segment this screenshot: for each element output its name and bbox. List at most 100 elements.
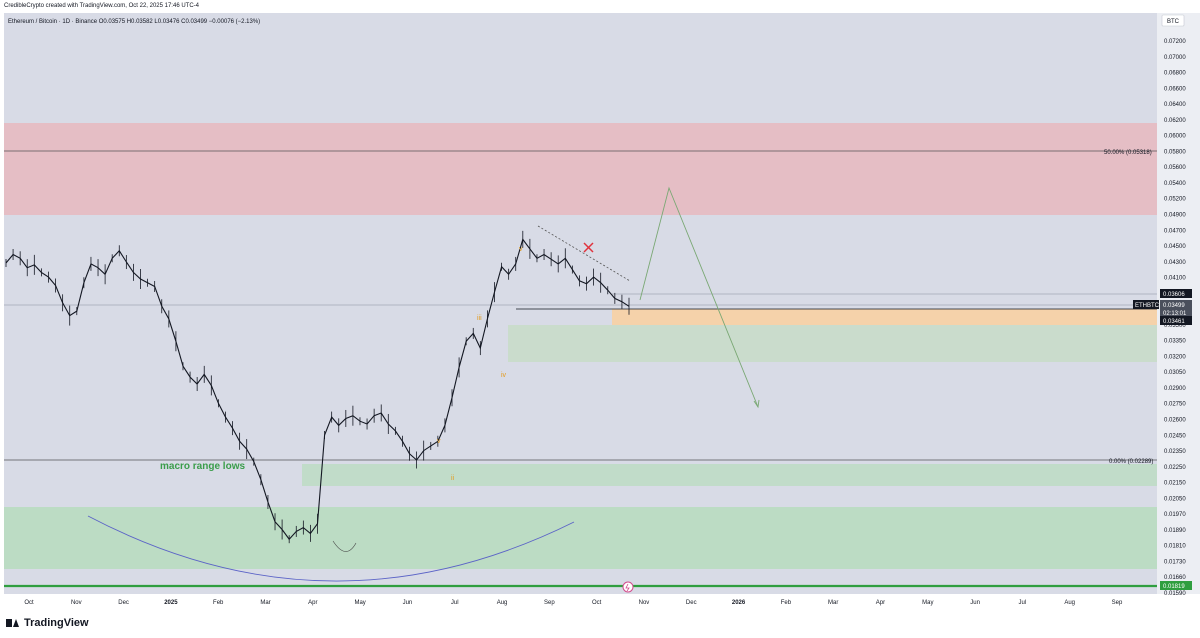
symbol-tag: ETHBTC — [1133, 300, 1160, 309]
time-tick-label: May — [922, 600, 933, 606]
price-tick-label: 0.04100 — [1164, 276, 1186, 282]
price-tick-label: 0.01890 — [1164, 528, 1186, 534]
price-tick-label: 0.06800 — [1164, 71, 1186, 77]
price-tick-label: 0.01810 — [1164, 544, 1186, 550]
wave-label-iv: iv — [501, 372, 507, 379]
time-tick-label: Mar — [828, 600, 838, 606]
chart-legend: Ethereum / Bitcoin · 1D · Binance O0.035… — [8, 19, 260, 25]
time-tick-label: Apr — [308, 600, 317, 606]
price-tick-label: 0.01590 — [1164, 591, 1186, 597]
wave-label-iii: iii — [477, 315, 482, 322]
time-tick-label: Jun — [403, 600, 413, 606]
macro-range-label: macro range lows — [160, 461, 245, 472]
macro-zone — [302, 464, 1157, 486]
fib-0-label: 0.00% (0.02289) — [1109, 459, 1153, 465]
wave-label-v-low: v — [437, 438, 441, 445]
time-tick-label: Nov — [71, 600, 82, 606]
time-tick-label: Apr — [876, 600, 885, 606]
time-tick-label: Aug — [1064, 600, 1075, 606]
time-tick-label: Oct — [24, 600, 34, 606]
price-tick-label: 0.05400 — [1164, 181, 1186, 187]
price-chart[interactable]: v iii iv v ii macro range lows 50.00% (0… — [0, 13, 1200, 611]
time-axis — [4, 594, 1200, 611]
orange-zone — [612, 309, 1157, 325]
time-tick-label: Feb — [781, 600, 792, 606]
price-tick-label: 0.04900 — [1164, 212, 1186, 218]
price-tick-label: 0.01660 — [1164, 575, 1186, 581]
symbol-tag-text: ETHBTC — [1135, 303, 1160, 309]
footer-bar: TradingView — [0, 611, 1200, 638]
time-tick-label: 2025 — [164, 600, 178, 606]
price-tick-label: 0.06200 — [1164, 118, 1186, 124]
demand-zone-upper — [508, 325, 1157, 362]
price-tick-label: 0.02450 — [1164, 433, 1186, 439]
event-marker-icon[interactable] — [622, 581, 634, 593]
price-candles — [5, 230, 630, 544]
price-tick-label: 0.02150 — [1164, 481, 1186, 487]
support-price-text: 0.01819 — [1163, 584, 1185, 590]
time-tick-label: Dec — [118, 600, 129, 606]
price-tick-label: 0.06400 — [1164, 102, 1186, 108]
time-tick-label: May — [354, 600, 365, 606]
price-tick-label: 0.02900 — [1164, 386, 1186, 392]
price-tick-label: 0.04700 — [1164, 228, 1186, 234]
price-tick-label: 0.03200 — [1164, 354, 1186, 360]
last-price-tag: 0.03499 02:13:01 — [1160, 300, 1192, 317]
price-tag-low: 0.03461 — [1160, 316, 1192, 325]
invalidation-mark — [583, 242, 594, 253]
wave-label-ii: ii — [451, 475, 455, 482]
rounded-bottom-arc — [87, 515, 575, 582]
price-tick-label: 0.01730 — [1164, 559, 1186, 565]
price-tag-high: 0.03606 — [1160, 289, 1192, 298]
price-tick-label: 0.02250 — [1164, 465, 1186, 471]
projection-arrowhead — [753, 399, 760, 409]
credit-bar: CredibleCrypto created with TradingView.… — [0, 0, 1200, 13]
time-tick-label: Mar — [260, 600, 270, 606]
last-price-text: 0.03499 — [1163, 303, 1185, 309]
price-tag-low-text: 0.03461 — [1163, 319, 1185, 325]
time-tick-label: Sep — [1112, 600, 1123, 606]
support-price-tag: 0.01819 — [1160, 581, 1192, 590]
wave-label-v-top: v — [519, 246, 523, 253]
price-ticks: 0.07200 0.07000 0.06800 0.06600 0.06400 0.062… — [1164, 39, 1186, 597]
price-tick-label: 0.04500 — [1164, 244, 1186, 250]
countdown-text: 02:13:01 — [1163, 311, 1187, 317]
currency-label: BTC — [1167, 19, 1180, 25]
price-tick-label: 0.07200 — [1164, 39, 1186, 45]
time-tick-label: Jul — [1019, 600, 1027, 606]
price-tick-label: 0.06000 — [1164, 134, 1186, 140]
projection-path — [639, 186, 759, 408]
macro-lows-zone — [4, 507, 1157, 569]
price-tick-label: 0.05600 — [1164, 165, 1186, 171]
time-tick-label: 2026 — [732, 600, 746, 606]
time-tick-label: Sep — [544, 600, 555, 606]
time-tick-label: Feb — [213, 600, 224, 606]
time-tick-label: Aug — [497, 600, 508, 606]
price-tick-label: 0.02600 — [1164, 418, 1186, 424]
resistance-zone — [4, 123, 1157, 215]
fib-50-label: 50.00% (0.05318) — [1104, 150, 1152, 156]
time-tick-label: Oct — [592, 600, 602, 606]
price-tick-label: 0.02750 — [1164, 402, 1186, 408]
price-tick-label: 0.06600 — [1164, 86, 1186, 92]
time-ticks: Oct Nov Dec 2025 Feb Mar Apr May Jun Jul Aug Sep Oct… — [24, 600, 1123, 606]
low-marker-arc — [332, 540, 357, 552]
time-tick-label: Dec — [686, 600, 697, 606]
price-tick-label: 0.03500 — [1164, 323, 1186, 329]
price-tick-label: 0.04300 — [1164, 260, 1186, 266]
tradingview-icon — [6, 618, 20, 628]
time-tick-label: Nov — [639, 600, 650, 606]
currency-button[interactable]: BTC — [1161, 14, 1185, 27]
time-tick-label: Jun — [970, 600, 980, 606]
descending-trendline — [537, 225, 631, 282]
price-tick-label: 0.05200 — [1164, 197, 1186, 203]
time-tick-label: Jul — [451, 600, 459, 606]
price-tick-label: 0.03050 — [1164, 370, 1186, 376]
price-tick-label: 0.02050 — [1164, 496, 1186, 502]
price-tick-label: 0.03350 — [1164, 339, 1186, 345]
price-tick-label: 0.05800 — [1164, 149, 1186, 155]
price-tick-label: 0.01970 — [1164, 512, 1186, 518]
price-tick-label: 0.02350 — [1164, 449, 1186, 455]
brand-name: TradingView — [24, 617, 89, 629]
tradingview-logo[interactable]: TradingView — [6, 617, 89, 629]
